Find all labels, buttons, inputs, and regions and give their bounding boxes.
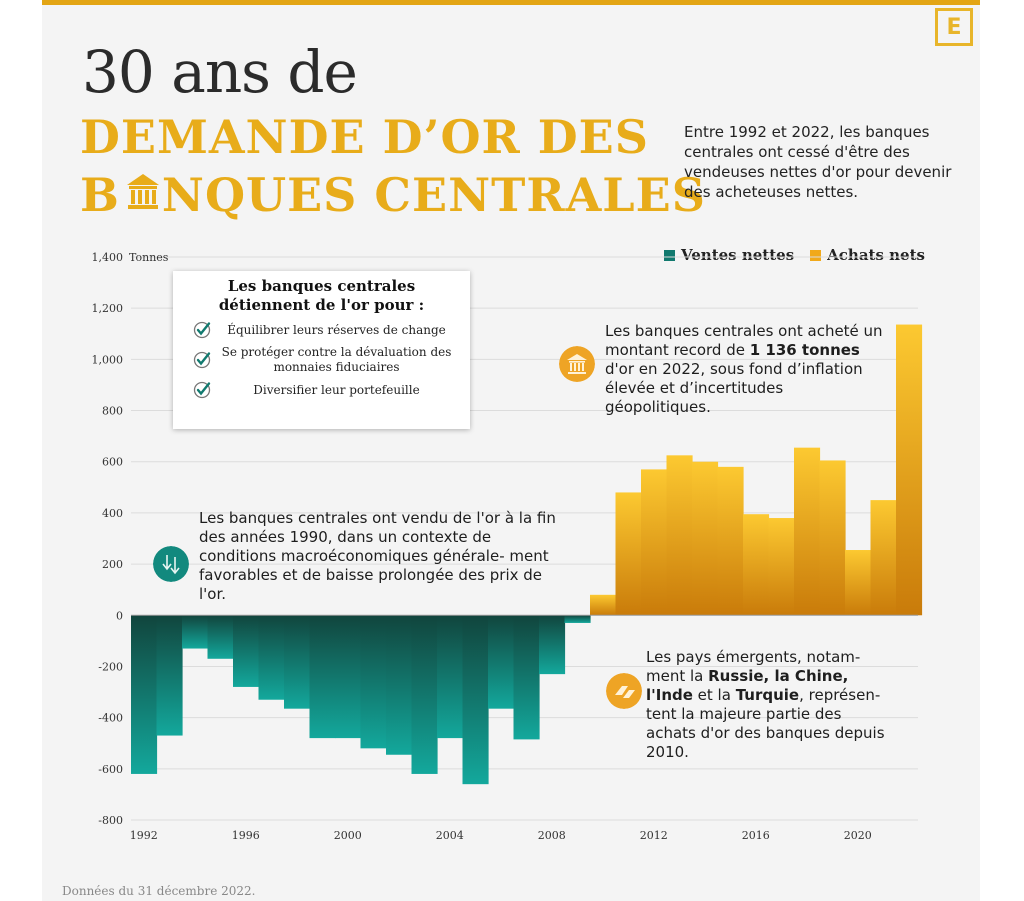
bar-sale	[386, 615, 413, 755]
bank-icon	[559, 346, 595, 382]
y-axis-labels: -800 -600 -400 -200 0 200 400 600 800 1,000 1,200 1…	[92, 251, 124, 827]
bar-sale	[513, 615, 540, 740]
y-tick-label: 400	[102, 507, 123, 520]
reason-item: Diversifier leur portefeuille	[181, 381, 462, 399]
annotation-record-post: d'or en 2022, sous fond d’inflation élev…	[605, 360, 863, 416]
bar-purchase	[768, 518, 795, 616]
x-tick-label: 1996	[232, 829, 260, 842]
legend-item-sales: Ventes nettes	[664, 246, 794, 264]
legend-label-purchases: Achats nets	[827, 246, 925, 264]
check-icon	[193, 351, 211, 369]
y-tick-label: -400	[98, 712, 123, 725]
chart-bars	[131, 324, 923, 785]
bar-purchase	[870, 500, 897, 616]
bar-sale	[360, 615, 387, 749]
bar-purchase	[615, 492, 642, 616]
annotation-record-bold: 1 136 tonnes	[749, 341, 860, 359]
x-tick-label: 2004	[436, 829, 464, 842]
bar-sale	[539, 615, 566, 675]
bar-sale	[156, 615, 183, 736]
bar-purchase	[666, 455, 693, 616]
bar-sale	[564, 615, 591, 623]
x-axis-labels: 1992 1996 2000 2004 2008 2012 2016 2020	[130, 829, 872, 842]
annotation-emerging-turkey: Turquie	[735, 686, 800, 704]
source-note: Données du 31 décembre 2022.	[62, 884, 256, 898]
intro-text: Entre 1992 et 2022, les banques centrale…	[684, 123, 952, 201]
bar-purchase	[717, 466, 744, 616]
y-tick-label: 1,200	[92, 302, 124, 315]
y-tick-label: -800	[98, 814, 123, 827]
annotation-emerging-3: , représen- tent la majeure partie des a…	[646, 686, 885, 761]
sales-arrow-icon	[153, 546, 189, 582]
bar-sale	[258, 615, 285, 700]
y-tick-label: 0	[116, 609, 123, 622]
bar-sale	[207, 615, 234, 659]
bar-sale	[335, 615, 362, 739]
bar-sale	[411, 615, 438, 774]
title-line-3-end: NQUES CENTRALES	[161, 168, 706, 222]
y-tick-label: -200	[98, 660, 123, 673]
top-accent-bar	[42, 0, 980, 5]
reasons-box: Les banques centrales détiennent de l'or…	[173, 271, 470, 429]
check-icon	[193, 321, 211, 339]
legend-swatch-purchases	[810, 249, 822, 261]
y-tick-label: 800	[102, 405, 123, 418]
bar-purchase	[896, 324, 923, 616]
bar-purchase	[794, 447, 821, 616]
bar-sale	[182, 615, 209, 649]
title-line-1: 30 ans de	[82, 38, 358, 106]
bar-sale	[462, 615, 489, 785]
bar-sale	[284, 615, 311, 709]
title-line-3-start: B	[80, 168, 120, 222]
reasons-title: Les banques centrales détiennent de l'or…	[218, 277, 425, 314]
bank-icon	[126, 168, 160, 222]
annotation-emerging: Les pays émergents, notam- ment la Russi…	[646, 648, 894, 762]
title-line-3: B NQUES CENTRALES	[80, 168, 706, 222]
x-tick-label: 2012	[640, 829, 668, 842]
bar-purchase	[819, 460, 846, 616]
title-line-2: DEMANDE D’OR DES	[80, 110, 649, 164]
bar-purchase	[590, 594, 617, 616]
reason-text: Diversifier leur portefeuille	[253, 382, 420, 397]
gold-bars-icon	[606, 673, 642, 709]
brand-logo[interactable]: E	[935, 8, 973, 46]
legend-item-purchases: Achats nets	[810, 246, 925, 264]
reason-text: Se protéger contre la dévaluation des mo…	[221, 345, 452, 374]
x-tick-label: 2008	[538, 829, 566, 842]
y-tick-label: 1,400	[92, 251, 124, 264]
x-tick-label: 2020	[844, 829, 872, 842]
legend-swatch-sales	[664, 249, 675, 261]
reason-item: Équilibrer leurs réserves de change	[181, 321, 462, 339]
bar-purchase	[743, 514, 770, 616]
annotation-sales: Les banques centrales ont vendu de l'or …	[199, 509, 556, 603]
bar-sale	[437, 615, 464, 739]
infographic-card	[42, 0, 980, 901]
annotation-record: Les banques centrales ont acheté un mont…	[605, 322, 885, 417]
bar-purchase	[641, 469, 668, 616]
bar-sale	[488, 615, 515, 709]
y-axis-unit: Tonnes	[129, 251, 169, 264]
bar-sale	[309, 615, 336, 739]
y-tick-label: -600	[98, 763, 123, 776]
y-tick-label: 1,000	[92, 353, 124, 366]
bar-purchase	[692, 461, 719, 616]
annotation-emerging-2: et la	[692, 686, 736, 704]
check-icon	[193, 381, 211, 399]
annotation-emerging-1: Les pays émergents, notam- ment la	[646, 648, 861, 685]
annotation-emerging-countries: Russie, la Chine, l'Inde	[646, 667, 849, 704]
annotation-record-pre: Les banques centrales ont acheté un mont…	[605, 322, 883, 359]
reason-item: Se protéger contre la dévaluation des mo…	[181, 345, 462, 375]
x-tick-label: 2016	[742, 829, 770, 842]
y-tick-label: 600	[102, 456, 123, 469]
bar-sale	[131, 615, 158, 774]
bar-purchase	[845, 550, 872, 616]
reason-text: Équilibrer leurs réserves de change	[227, 322, 446, 337]
legend-label-sales: Ventes nettes	[681, 246, 795, 264]
chart-legend: Ventes nettes Achats nets	[664, 246, 925, 264]
x-tick-label: 2000	[334, 829, 362, 842]
bar-sale	[233, 615, 260, 687]
y-tick-label: 200	[102, 558, 123, 571]
x-tick-label: 1992	[130, 829, 158, 842]
